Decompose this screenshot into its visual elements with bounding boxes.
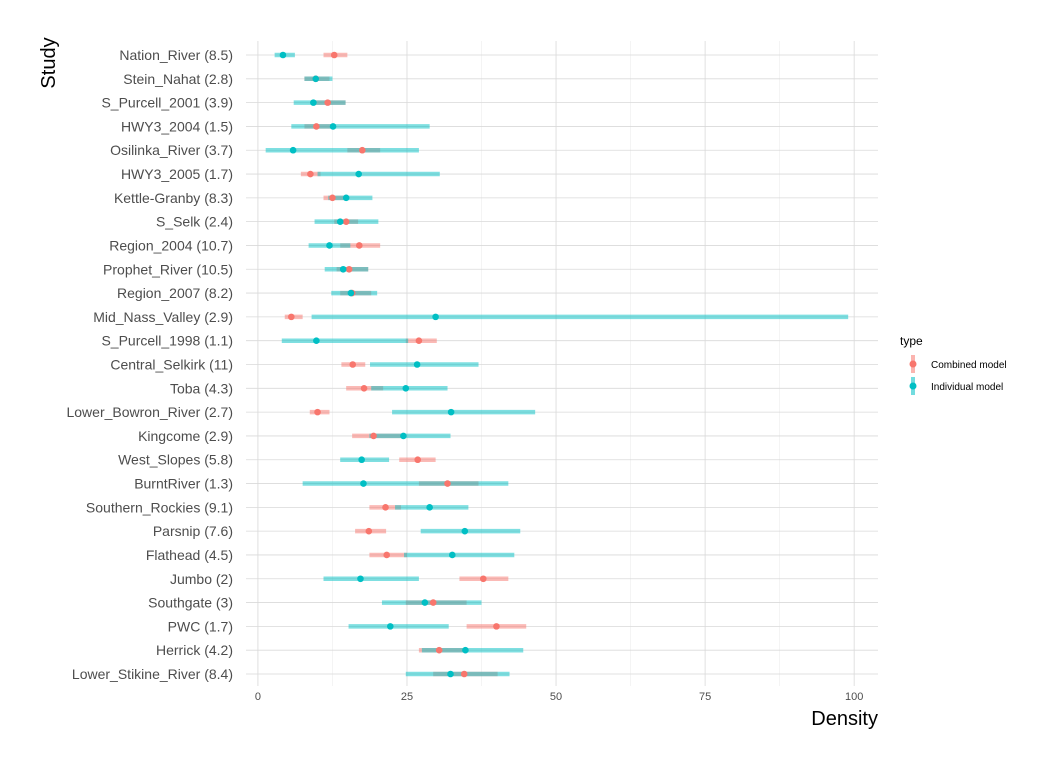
estimate-point-individual [336, 218, 344, 225]
y-tick-label: S_Selk (2.4) [156, 214, 233, 230]
estimate-point-individual [462, 646, 469, 654]
y-tick-label: Toba (4.3) [170, 380, 233, 396]
estimate-point-combined [360, 385, 368, 392]
estimate-point-combined [355, 242, 363, 249]
estimate-point-combined [460, 670, 468, 678]
estimate-point-individual [426, 504, 433, 511]
y-tick-label: Lower_Stikine_River (8.4) [72, 666, 233, 682]
y-tick-label: BurntRiver (1.3) [134, 476, 233, 492]
estimate-point-individual [355, 170, 362, 178]
estimate-point-individual [347, 289, 355, 297]
estimate-point-individual [279, 51, 287, 59]
estimate-point-individual [360, 480, 367, 487]
estimate-point-combined [435, 646, 443, 654]
estimate-point-combined [383, 551, 391, 559]
estimate-point-individual [310, 99, 317, 106]
estimate-point-individual [289, 146, 297, 154]
x-tick-label: 50 [550, 691, 562, 703]
estimate-point-combined [329, 194, 336, 202]
estimate-point-combined [330, 51, 338, 59]
legend-label-individual: Individual model [931, 382, 1003, 393]
estimate-point-individual [448, 551, 456, 559]
y-tick-label: HWY3_2004 (1.5) [121, 118, 233, 134]
estimate-point-combined [444, 480, 451, 487]
y-tick-label: Osilinka_River (3.7) [110, 142, 233, 158]
y-tick-label: Southgate (3) [148, 595, 233, 611]
estimate-point-individual [357, 575, 364, 583]
y-tick-label: West_Slopes (5.8) [118, 452, 233, 468]
x-tick-label: 25 [401, 691, 413, 703]
estimate-point-individual [447, 408, 455, 416]
y-tick-label: Nation_River (8.5) [119, 47, 233, 63]
legend-key-individual [909, 377, 917, 395]
y-tick-label: Mid_Nass_Valley (2.9) [93, 309, 233, 325]
x-axis-title: Density [811, 708, 878, 730]
y-tick-label: Region_2007 (8.2) [117, 285, 233, 301]
y-tick-label: Herrick (4.2) [156, 642, 233, 658]
legend-title: type [900, 334, 923, 348]
estimate-point-individual [312, 75, 320, 83]
x-tick-label: 100 [845, 691, 863, 703]
estimate-point-combined [349, 361, 357, 368]
estimate-point-combined [415, 337, 423, 344]
x-tick-label: 0 [255, 691, 261, 703]
estimate-point-combined [324, 99, 331, 106]
y-tick-label: Parsnip (7.6) [153, 523, 233, 539]
estimate-point-individual [447, 670, 454, 678]
estimate-point-individual [313, 337, 320, 344]
y-tick-label: S_Purcell_2001 (3.9) [101, 95, 233, 111]
y-tick-label: PWC (1.7) [168, 618, 233, 634]
estimate-point-combined [345, 265, 353, 273]
estimate-point-combined [370, 432, 377, 440]
estimate-point-individual [339, 265, 347, 273]
estimate-point-individual [432, 313, 439, 321]
estimate-point-combined [479, 575, 487, 583]
estimate-point-individual [358, 456, 365, 464]
estimate-point-combined [414, 456, 422, 464]
legend: type Combined model Individual model [900, 334, 1007, 395]
y-tick-label: Jumbo (2) [170, 571, 233, 587]
estimate-point-combined [307, 170, 314, 178]
x-axis-tick-labels: 0 25 50 75 100 [255, 691, 863, 703]
estimate-point-combined [429, 599, 437, 606]
y-tick-label: Stein_Nahat (2.8) [123, 71, 233, 87]
estimate-point-individual [386, 623, 394, 630]
y-tick-label: Region_2004 (10.7) [109, 237, 233, 253]
y-tick-label: S_Purcell_1998 (1.1) [101, 333, 233, 349]
y-tick-label: HWY3_2005 (1.7) [121, 166, 233, 182]
estimate-point-combined [313, 123, 320, 130]
x-tick-label: 75 [699, 691, 711, 703]
y-tick-label: Central_Selkirk (11) [110, 357, 233, 373]
estimate-point-combined [358, 146, 366, 154]
estimate-point-combined [342, 218, 350, 225]
estimate-point-combined [493, 623, 500, 630]
estimate-point-individual [342, 194, 350, 202]
y-axis-title: Study [38, 37, 60, 88]
estimate-point-combined [365, 527, 373, 535]
gridlines [246, 41, 878, 686]
y-tick-label: Lower_Bowron_River (2.7) [66, 404, 233, 420]
estimate-point-individual [461, 527, 469, 535]
legend-key-combined [909, 355, 917, 373]
estimate-point-individual [413, 361, 421, 368]
estimate-point-individual [400, 432, 407, 440]
estimate-point-combined [382, 504, 389, 511]
y-tick-label: Southern_Rockies (9.1) [86, 499, 233, 515]
estimate-point-individual [421, 599, 429, 606]
y-tick-label: Kettle-Granby (8.3) [114, 190, 233, 206]
y-tick-label: Prophet_River (10.5) [103, 261, 233, 277]
estimate-points [279, 51, 500, 678]
legend-label-combined: Combined model [931, 360, 1007, 371]
y-axis-tick-labels: Nation_River (8.5) Stein_Nahat (2.8) S_Pur… [66, 47, 233, 682]
y-tick-label: Kingcome (2.9) [138, 428, 233, 444]
estimate-point-combined [314, 408, 321, 416]
estimate-point-individual [402, 385, 410, 392]
estimate-point-combined [288, 313, 295, 321]
estimate-point-individual [329, 123, 337, 130]
y-tick-label: Flathead (4.5) [146, 547, 233, 563]
estimate-point-individual [326, 242, 333, 249]
